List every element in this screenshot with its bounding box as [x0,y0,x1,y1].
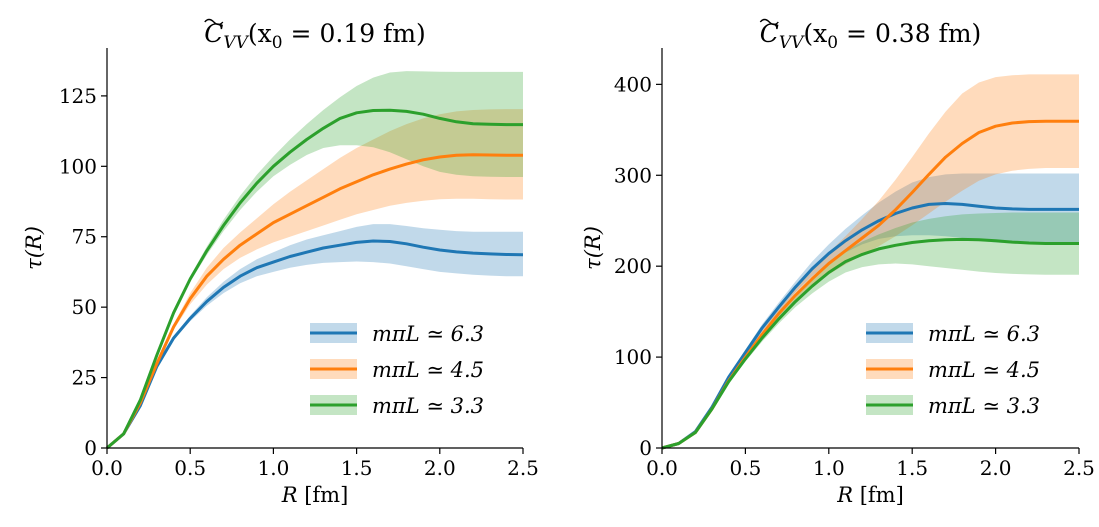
x-tick-label: 0.0 [91,456,123,480]
chart-panel-left: 0.0 0.5 1.0 1.5 2.0 2.5 0 25 50 75 100 125 mπL ≃ 6… [22,18,539,507]
chart-title-left: CVV(x0 = 0.19 fm) [204,19,426,53]
x-tick-label: 1.0 [257,456,289,480]
y-tick-label: 0 [84,436,97,460]
series-band-1 [662,173,1079,448]
y-tick-label: 75 [72,225,97,249]
legend-label-1: mπL ≃ 6.3 [928,322,1040,346]
x-tick-label: 2.0 [424,456,456,480]
legend-label-3: mπL ≃ 3.3 [372,394,484,418]
y-tick-label: 125 [59,84,97,108]
x-tick-label: 2.5 [507,456,539,480]
series-band-2 [662,74,1079,449]
y-tick-label: 50 [72,295,97,319]
x-tick-label: 1.5 [341,456,373,480]
series-line-1 [661,202,1079,450]
y-axis-label-right: τ(R) [581,226,605,270]
x-tick-label: 2.5 [1063,456,1095,480]
y-tick-label: 25 [72,366,97,390]
x-tick-label: 0.5 [174,456,206,480]
chart-title-right: CVV(x0 = 0.38 fm) [760,19,982,53]
legend-label-2: mπL ≃ 4.5 [372,358,484,382]
series-line-1 [106,239,524,450]
y-tick-label: 100 [614,345,652,369]
y-tick-label: 0 [639,436,652,460]
axes-right [661,48,1079,449]
x-tick-label: 0.5 [729,456,761,480]
series-band-2 [107,109,523,448]
y-tick-label: 300 [614,163,652,187]
y-tick-label: 200 [614,254,652,278]
legend-right: mπL ≃ 6.3 mπL ≃ 4.5 mπL ≃ 3.3 [866,322,1040,418]
axes-left [106,48,523,449]
series-band-3 [107,71,523,448]
y-axis-label-left: τ(R) [22,226,46,270]
x-axis-label-right: R [fm] [836,483,904,507]
x-tick-label: 1.5 [896,456,928,480]
x-tick-label: 1.0 [813,456,845,480]
series-band-3 [662,212,1079,448]
x-tick-label: 2.0 [980,456,1012,480]
legend-label-1: mπL ≃ 6.3 [372,322,484,346]
tilde-accent [759,18,779,26]
series-line-3 [661,237,1079,450]
series-band-1 [107,224,523,448]
tilde-accent [204,18,224,26]
legend-label-3: mπL ≃ 3.3 [928,394,1040,418]
legend-left: mπL ≃ 6.3 mπL ≃ 4.5 mπL ≃ 3.3 [310,322,484,418]
series-line-3 [106,108,523,450]
chart-panel-right: 0.0 0.5 1.0 1.5 2.0 2.5 0 100 200 300 400 mπL ≃ 6… [581,18,1095,507]
y-tick-label: 100 [59,154,97,178]
y-tick-label: 400 [614,72,652,96]
x-axis-label-left: R [fm] [281,483,349,507]
legend-label-2: mπL ≃ 4.5 [928,358,1040,382]
x-tick-label: 0.0 [646,456,678,480]
series-line-2 [106,153,523,450]
